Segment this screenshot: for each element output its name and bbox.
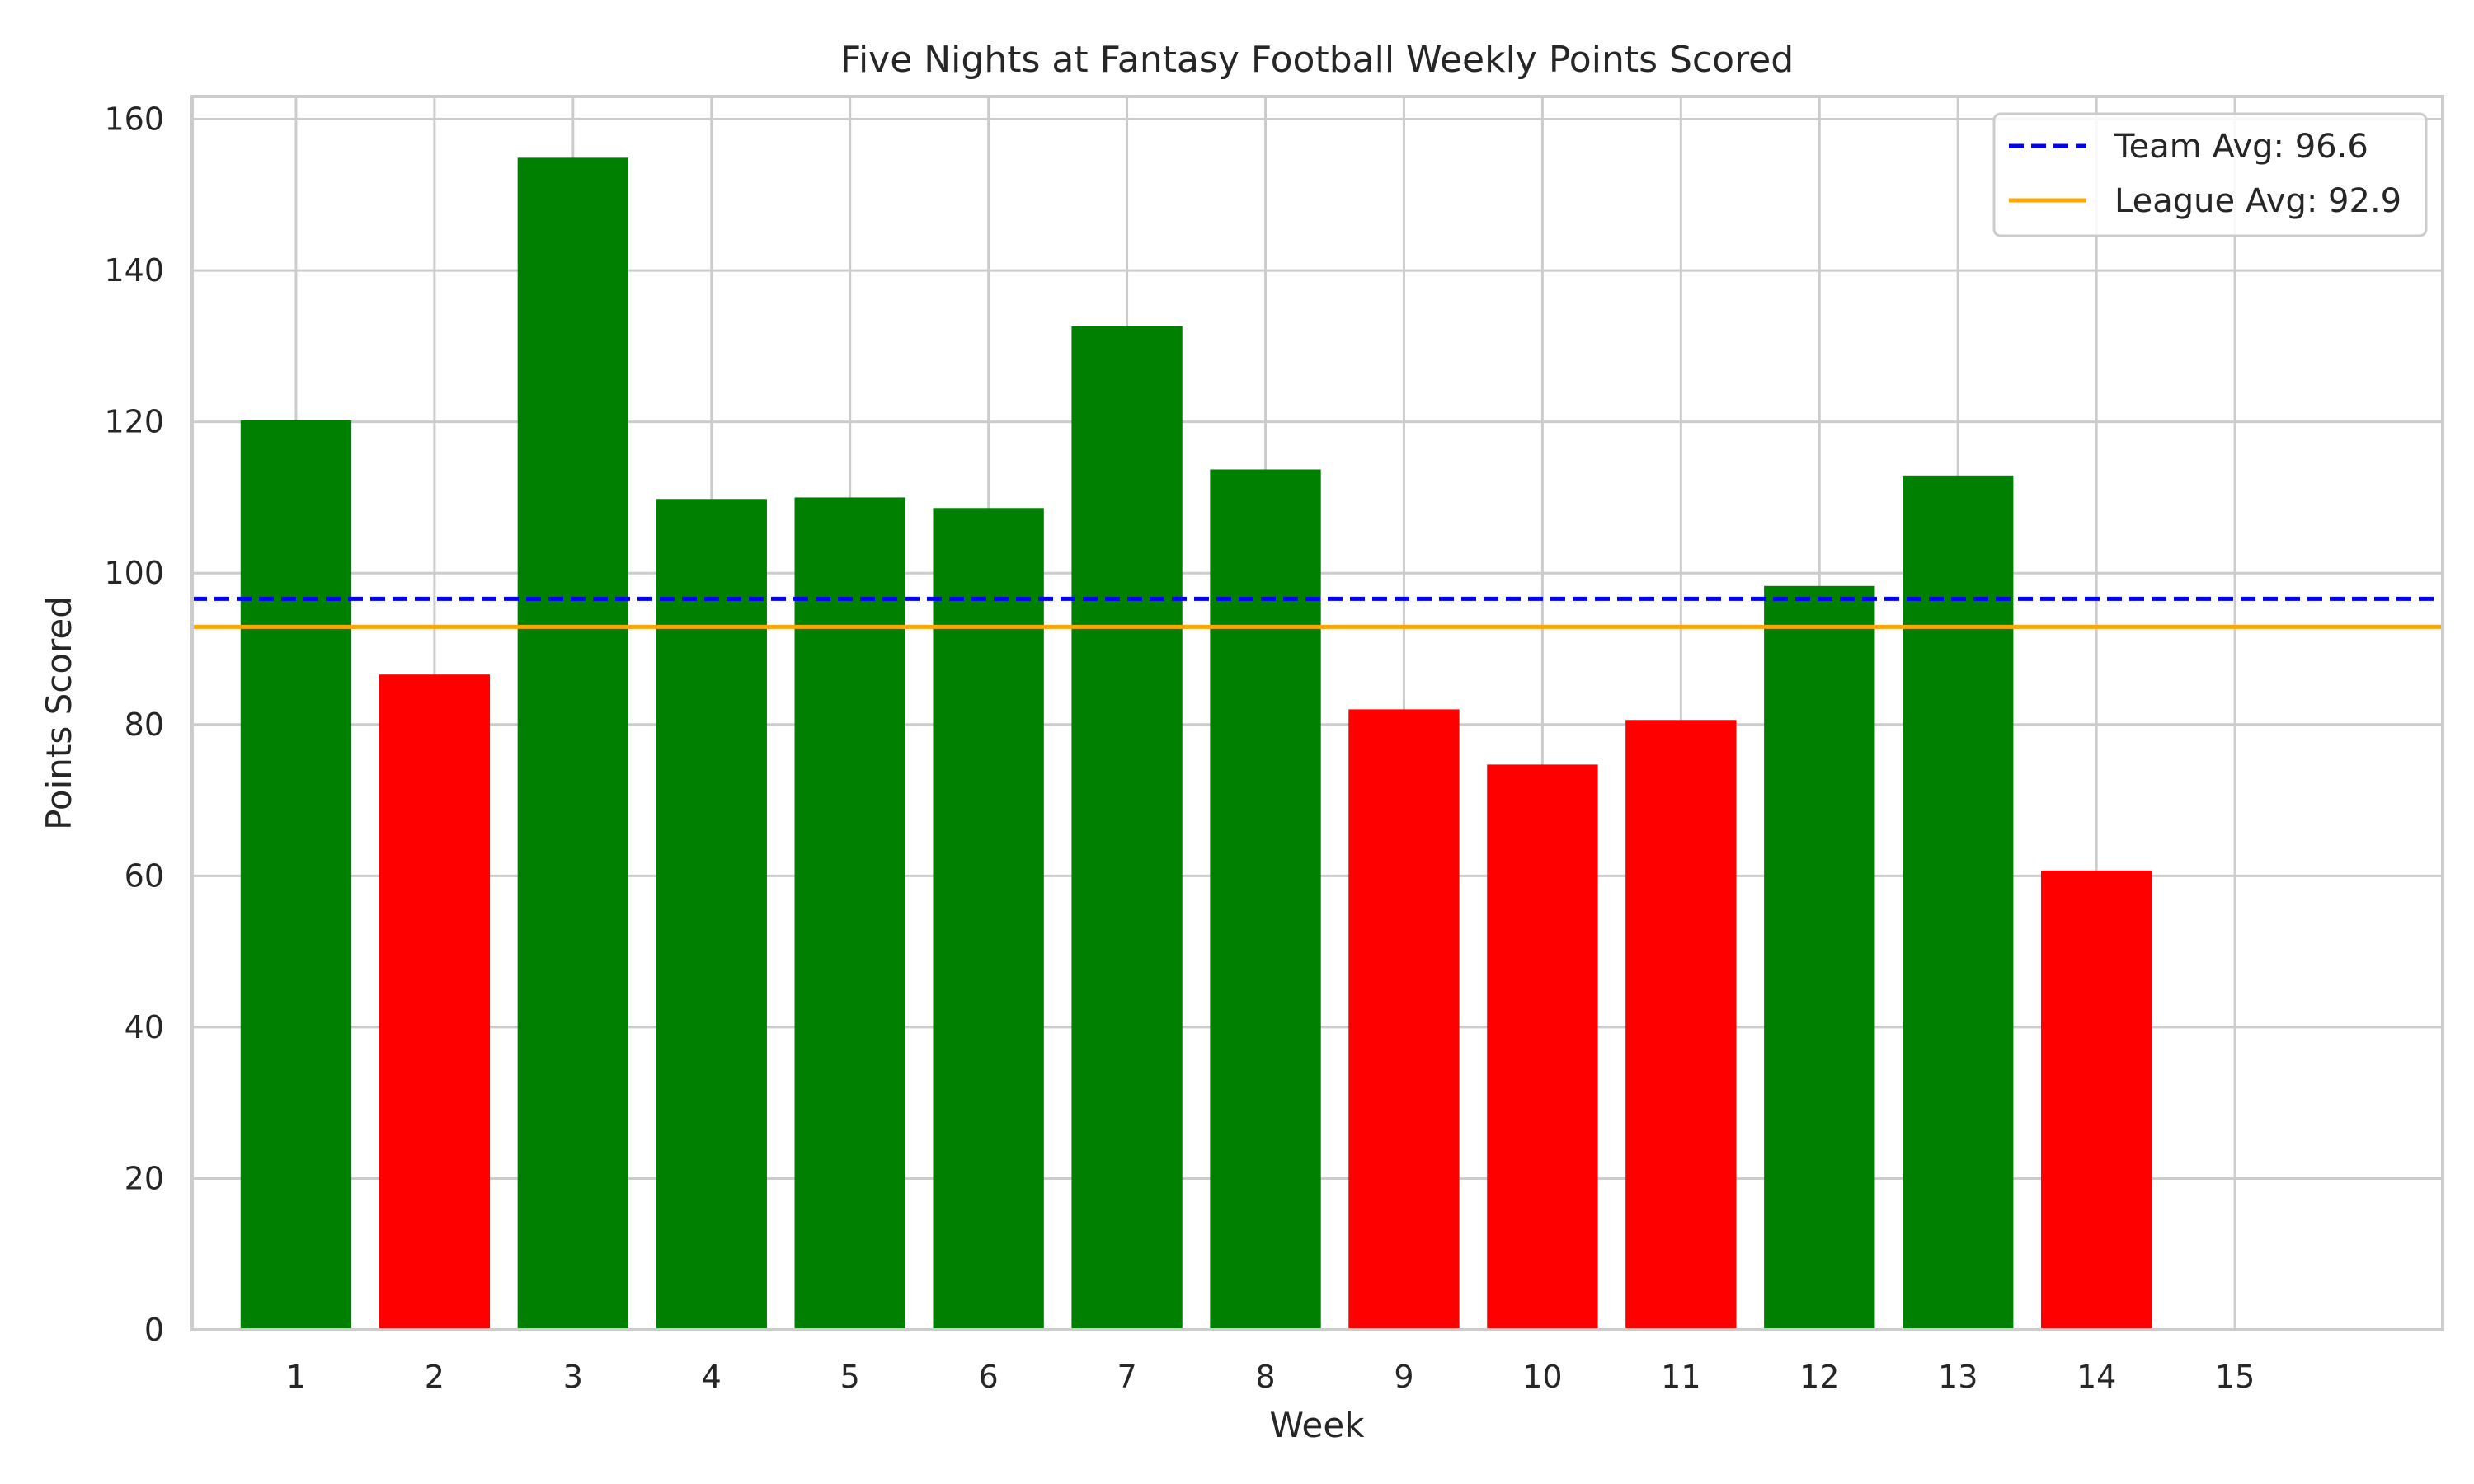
x-tick-label: 13 [1938,1359,1978,1395]
bar-week-1 [240,420,352,1331]
legend: Team Avg: 96.6 League Avg: 92.9 [1992,112,2428,237]
y-tick-label: 80 [125,707,164,743]
y-tick-label: 100 [104,555,164,591]
x-tick-label: 14 [2077,1359,2116,1395]
x-tick-label: 7 [1117,1359,1136,1395]
bar-week-14 [2040,870,2152,1330]
bar-week-13 [1903,475,2014,1330]
x-tick-label: 5 [840,1359,860,1395]
legend-frame [1992,112,2428,237]
reference-lines-layer [192,596,2443,629]
y-tick-label: 20 [125,1160,164,1196]
x-tick-label: 11 [1661,1359,1700,1395]
x-tick-label: 2 [425,1359,444,1395]
x-tick-label: 1 [286,1359,306,1395]
bar-week-9 [1348,709,1460,1330]
x-tick-label: 6 [979,1359,999,1395]
y-axis-title: Points Scored [39,596,79,830]
bar-week-10 [1487,764,1598,1330]
bar-week-7 [1071,326,1183,1331]
x-tick-label: 9 [1394,1359,1413,1395]
chart-title: Five Nights at Fantasy Football Weekly P… [840,39,1794,81]
x-tick-label: 4 [702,1359,722,1395]
x-tick-labels: 1 2 3 4 5 6 7 8 9 10 11 12 13 14 15 [286,1359,2255,1395]
y-tick-labels: 0 20 40 60 80 100 120 140 160 [104,101,164,1348]
bars-layer [240,157,2152,1331]
bar-week-3 [517,157,629,1331]
y-tick-label: 60 [125,857,164,894]
legend-team-avg-label: Team Avg: 96.6 [2114,128,2368,166]
plot-frame [190,95,2444,1331]
x-tick-label: 8 [1255,1359,1275,1395]
bar-week-2 [379,674,491,1330]
plot-border [190,95,2444,1331]
x-axis-title: Week [1269,1405,1365,1445]
y-tick-label: 120 [104,404,164,440]
x-tick-label: 12 [1799,1359,1839,1395]
bar-week-8 [1210,469,1321,1330]
bar-week-5 [794,497,905,1330]
x-tick-label: 15 [2215,1359,2255,1395]
bar-week-4 [656,499,767,1330]
bar-week-11 [1625,720,1737,1330]
y-tick-label: 160 [104,101,164,138]
y-tick-label: 0 [144,1312,164,1348]
x-tick-label: 3 [563,1359,583,1395]
legend-league-avg-label: League Avg: 92.9 [2114,182,2401,220]
bar-week-12 [1764,585,1875,1330]
y-tick-label: 40 [125,1009,164,1045]
bar-week-6 [933,508,1044,1330]
y-tick-label: 140 [104,252,164,289]
x-tick-label: 10 [1522,1359,1562,1395]
